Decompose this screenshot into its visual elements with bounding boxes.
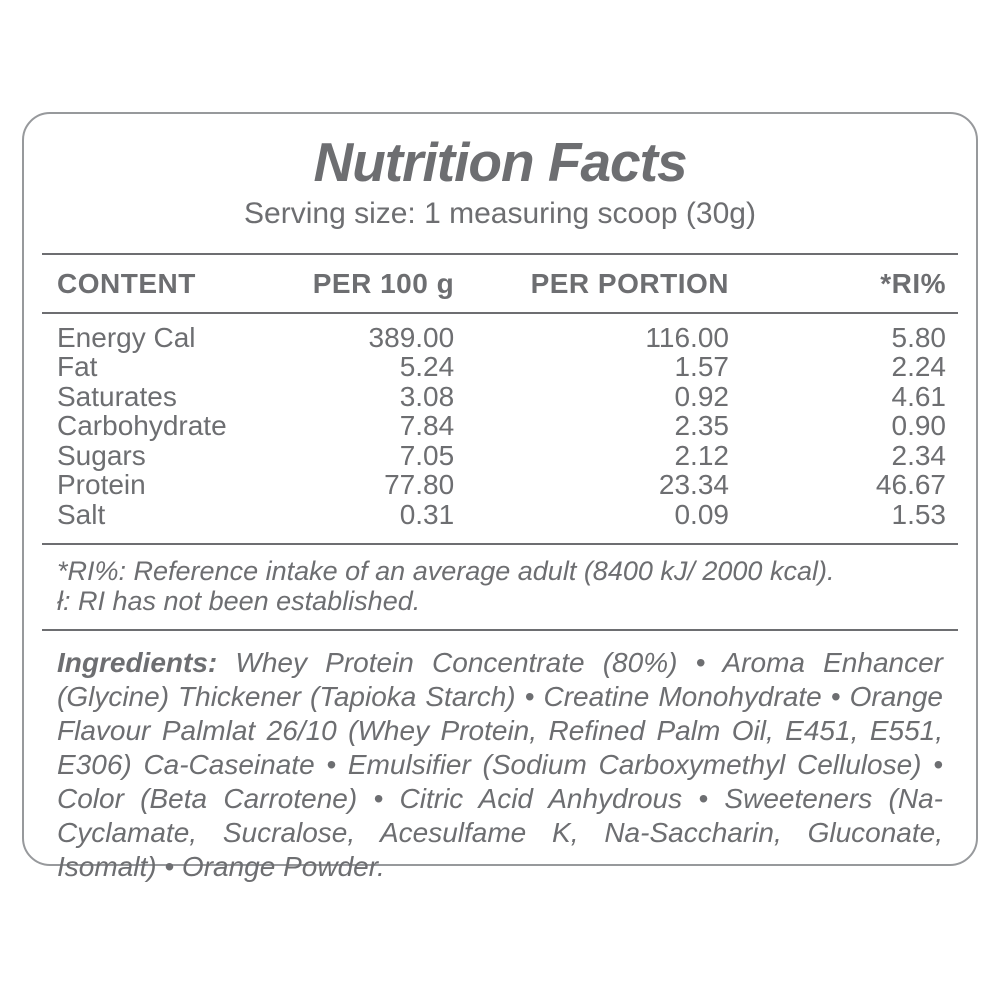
row-per-100g: 77.80 xyxy=(384,469,455,500)
header-per-portion: PER PORTION xyxy=(454,253,729,314)
row-ri-percent: 46.67 xyxy=(875,469,946,500)
table-header-row: CONTENT PER 100 g PER PORTION *RI% xyxy=(42,253,958,314)
row-label: Sugars xyxy=(57,439,146,471)
table-row: Protein 77.80 23.34 46.67 xyxy=(42,470,958,500)
row-ri-percent: 4.61 xyxy=(891,380,947,412)
row-per-portion: 0.92 xyxy=(674,380,729,412)
ingredients-label: Ingredients: xyxy=(57,647,218,678)
header-content: CONTENT xyxy=(42,253,299,314)
row-per-100g: 5.24 xyxy=(399,351,455,382)
row-per-100g: 3.08 xyxy=(399,380,455,412)
row-ri-percent: 2.34 xyxy=(891,439,947,471)
row-per-portion: 116.00 xyxy=(645,321,729,353)
row-per-portion: 2.35 xyxy=(674,410,729,441)
row-per-100g: 7.05 xyxy=(399,439,455,471)
row-ri-percent: 0.90 xyxy=(891,410,947,441)
table-row: Saturates 3.08 0.92 4.61 xyxy=(42,380,958,412)
row-label: Fat xyxy=(57,351,98,382)
serving-size-text: Serving size: 1 measuring scoop (30g) xyxy=(244,196,756,230)
row-per-portion: 0.09 xyxy=(674,498,729,530)
row-per-portion: 1.57 xyxy=(674,351,729,382)
footnote-ri: *RI%: Reference intake of an average adu… xyxy=(57,556,835,586)
table-row: Carbohydrate 7.84 2.35 0.90 xyxy=(42,411,958,441)
table-row: Sugars 7.05 2.12 2.34 xyxy=(42,439,958,471)
header-per-100g: PER 100 g xyxy=(298,253,455,314)
table-row: Fat 5.24 1.57 2.24 xyxy=(42,352,958,382)
ingredients-paragraph: Ingredients: Whey Protein Concentrate (8… xyxy=(42,631,958,884)
row-label: Saturates xyxy=(57,380,177,412)
page-title: Nutrition Facts xyxy=(313,131,687,193)
footnote-section: *RI%: Reference intake of an average adu… xyxy=(42,543,958,631)
table-row: Salt 0.31 0.09 1.53 xyxy=(42,498,958,544)
row-per-portion: 2.12 xyxy=(674,439,729,471)
table-row: Energy Cal 389.00 116.00 5.80 xyxy=(42,313,958,353)
row-label: Energy Cal xyxy=(57,321,196,353)
nutrition-table: CONTENT PER 100 g PER PORTION *RI% Energ… xyxy=(42,252,958,544)
row-per-100g: 0.31 xyxy=(399,498,455,530)
row-per-portion: 23.34 xyxy=(658,469,729,500)
row-ri-percent: 5.80 xyxy=(891,321,947,353)
row-per-100g: 389.00 xyxy=(368,321,455,353)
footnote-not-established: ł: RI has not been established. xyxy=(57,586,421,616)
row-label: Salt xyxy=(57,498,106,530)
row-label: Protein xyxy=(57,469,146,500)
row-per-100g: 7.84 xyxy=(399,410,455,441)
nutrition-facts-card: Nutrition Facts Serving size: 1 measurin… xyxy=(22,112,978,882)
ingredients-text: Whey Protein Concentrate (80%) • Aroma E… xyxy=(57,647,943,882)
row-label: Carbohydrate xyxy=(57,410,227,441)
header-ri-percent: *RI% xyxy=(728,253,958,314)
row-ri-percent: 2.24 xyxy=(891,351,947,382)
row-ri-percent: 1.53 xyxy=(891,498,947,530)
